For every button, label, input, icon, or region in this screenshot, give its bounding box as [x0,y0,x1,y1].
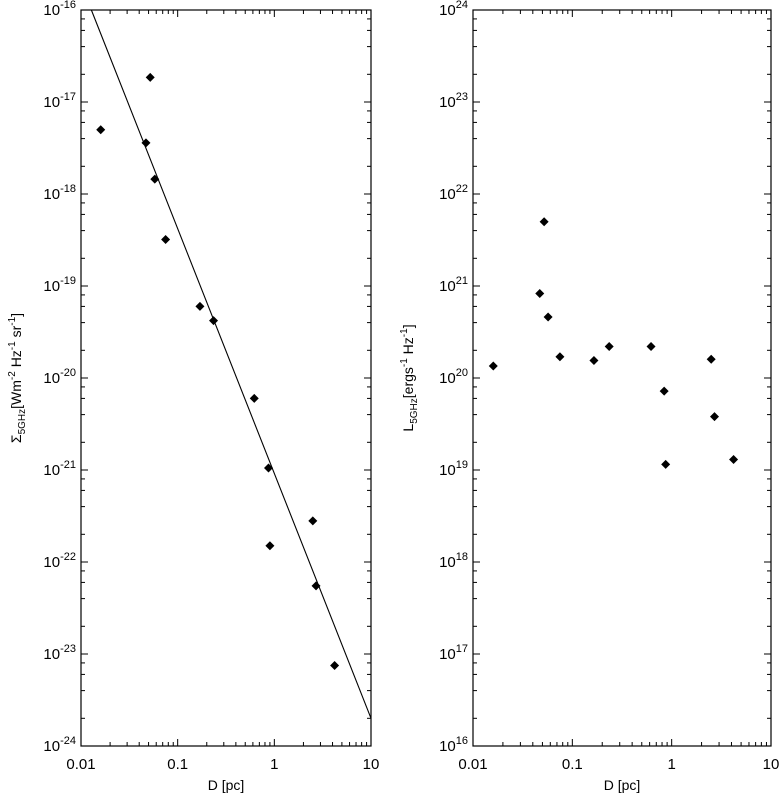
data-point [308,516,318,526]
surface-brightness-panel: 0.01 0.1 1 10 10-24 10-23 10-22 10-21 10-20 10-19… [7,0,379,793]
y-tick-label: 1017 [439,643,468,663]
x-axis-label: D [pc] [208,777,245,793]
x-tick-label: 0.01 [458,756,487,773]
data-point [539,217,549,227]
y-axis-label: Σ5GHz[Wm-2 Hz-1 sr-1] [7,313,28,443]
x-axis-label: D [pc] [604,777,641,793]
x-tick-label: 1 [667,756,675,773]
luminosity-panel: 0.01 0.1 1 10 1016 1017 1018 1019 1020 1021 1022 10… [399,0,779,793]
x-tick-label: 10 [363,756,380,773]
data-point [535,288,545,298]
data-point [706,354,716,364]
y-tick-label: 1019 [439,459,468,479]
x-tick-label: 0.01 [66,756,95,773]
y-tick-label: 1016 [439,735,468,755]
plot-frame [472,9,772,747]
data-point [145,72,155,82]
data-point [311,581,321,591]
y-tick-label: 10-17 [43,91,76,111]
y-tick-label: 10-23 [43,643,76,663]
data-point [555,352,565,362]
data-point [543,312,553,322]
data-point [161,235,171,245]
y-axis-label: L5GHz[ergs-1 Hz-1] [399,324,420,431]
y-tick-label: 1021 [439,275,468,295]
data-point [646,341,656,351]
data-point [263,463,273,473]
data-point [659,386,669,396]
y-tick-label: 10-16 [43,0,76,19]
y-tick-label: 1023 [439,91,468,111]
x-tick-label: 10 [763,756,780,773]
data-point [150,174,160,184]
y-tick-label: 1020 [439,367,468,387]
x-tick-label: 0.1 [167,756,188,773]
y-tick-label: 10-22 [43,551,76,571]
x-tick-label: 1 [270,756,278,773]
y-tick-label: 1018 [439,551,468,571]
data-point [488,361,498,371]
data-point [249,393,259,403]
y-tick-label: 10-18 [43,183,76,203]
plot-frame [80,9,372,747]
data-point [589,355,599,365]
data-point [265,541,275,551]
fit-line [90,9,372,719]
data-point [209,316,219,326]
y-tick-label: 10-24 [43,735,76,755]
data-point [195,301,205,311]
data-point [729,455,739,465]
y-tick-label: 1024 [439,0,468,19]
y-tick-label: 10-20 [43,367,76,387]
x-tick-label: 0.1 [562,756,583,773]
data-point [96,125,106,135]
data-point [661,459,671,469]
y-tick-label: 10-19 [43,275,76,295]
data-point [330,660,340,670]
data-point [604,341,614,351]
data-point [710,412,720,422]
y-tick-label: 10-21 [43,459,76,479]
y-tick-label: 1022 [439,183,468,203]
data-point [141,138,151,148]
